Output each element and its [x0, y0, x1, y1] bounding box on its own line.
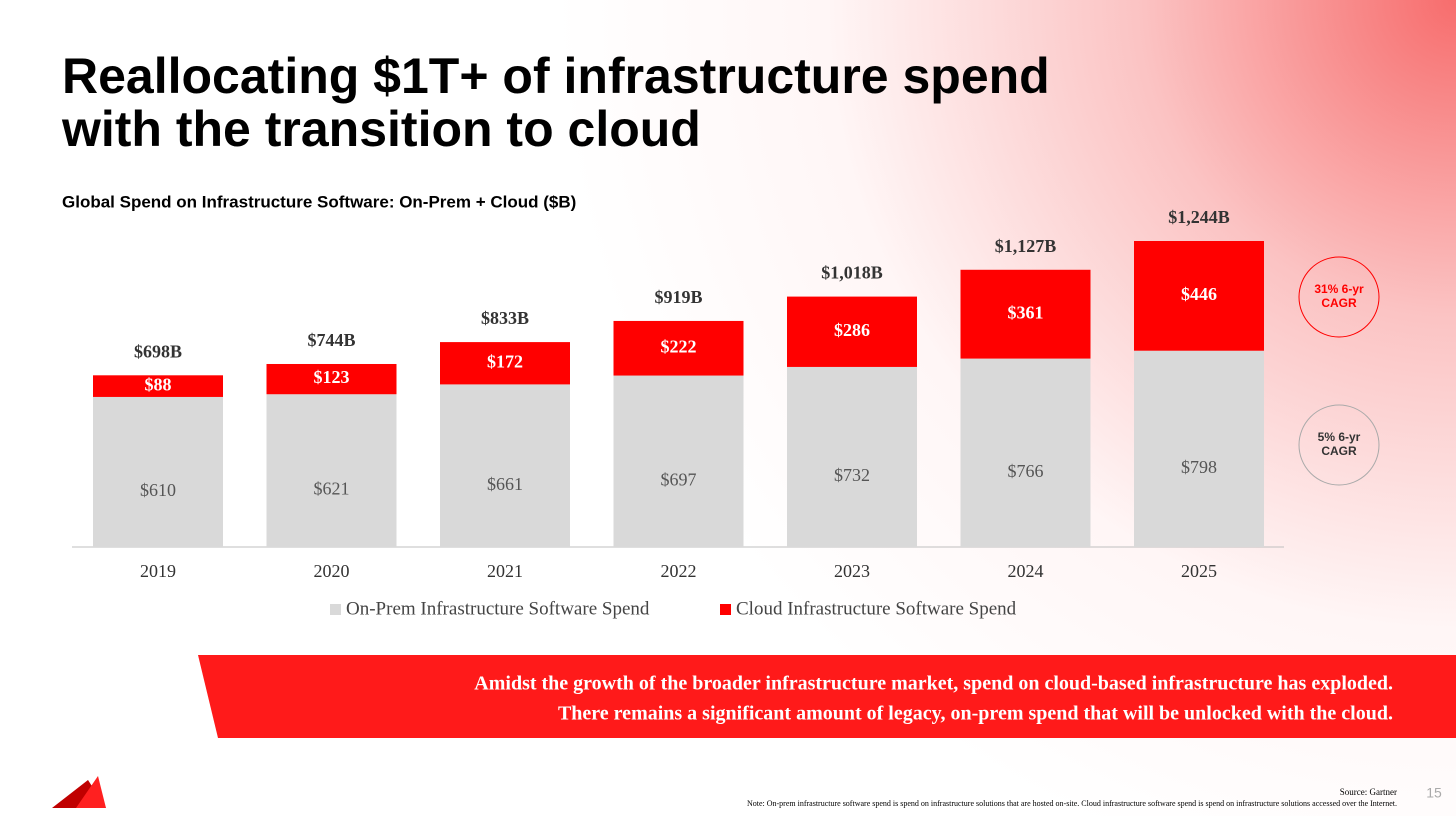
value-label: $172 — [487, 351, 523, 371]
x-tick-label: 2025 — [1181, 561, 1217, 581]
title-line: with the transition to cloud — [61, 101, 701, 157]
value-label: $446 — [1181, 284, 1217, 304]
total-label: $1,018B — [821, 263, 883, 283]
bar-segment — [1134, 350, 1264, 547]
value-label: $610 — [140, 480, 176, 500]
bar-segment — [266, 394, 397, 547]
title-line: Reallocating $1T+ of infrastructure spen… — [62, 48, 1050, 104]
bar-segment — [440, 384, 570, 547]
cagr-text: CAGR — [1321, 296, 1357, 310]
bar-segment — [613, 375, 744, 547]
bar-segment — [93, 375, 223, 397]
callout-line: There remains a significant amount of le… — [558, 703, 1393, 725]
value-label: $123 — [314, 367, 350, 387]
source: Source: Gartner — [1340, 787, 1397, 797]
callout-band — [198, 655, 1456, 738]
bar-segment — [440, 342, 570, 385]
x-tick-label: 2023 — [834, 561, 870, 581]
subtitle: Global Spend on Infrastructure Software:… — [62, 192, 576, 211]
value-label: $621 — [314, 479, 350, 499]
logo — [76, 776, 106, 808]
value-label: $361 — [1008, 302, 1044, 322]
total-label: $744B — [307, 330, 355, 350]
callout-line: Amidst the growth of the broader infrast… — [474, 673, 1393, 695]
total-label: $1,244B — [1168, 207, 1230, 227]
bar-segment — [266, 363, 397, 395]
legend-label: Cloud Infrastructure Software Spend — [736, 598, 1017, 619]
value-label: $88 — [145, 374, 172, 394]
note: Note: On-prem infrastructure software sp… — [747, 799, 1397, 808]
total-label: $1,127B — [995, 236, 1057, 256]
bar-segment — [93, 396, 223, 547]
value-label: $798 — [1181, 457, 1217, 477]
cagr-text: 31% 6-yr — [1314, 282, 1364, 296]
legend-swatch — [330, 604, 341, 615]
total-label: $833B — [481, 308, 529, 328]
bar-segment — [1134, 241, 1264, 351]
bar-segment — [613, 320, 744, 376]
total-label: $919B — [654, 287, 702, 307]
x-tick-label: 2022 — [661, 561, 697, 581]
bar-segment — [787, 296, 917, 367]
cagr-text: 5% 6-yr — [1318, 430, 1361, 444]
bar-segment — [787, 366, 917, 547]
legend-swatch — [720, 604, 731, 615]
x-tick-label: 2024 — [1008, 561, 1044, 581]
legend-label: On-Prem Infrastructure Software Spend — [346, 598, 650, 619]
value-label: $732 — [834, 465, 870, 485]
bar-segment — [960, 269, 1091, 359]
value-label: $222 — [661, 336, 697, 356]
value-label: $697 — [661, 469, 697, 489]
cagr-circle — [1298, 404, 1380, 486]
cagr-text: CAGR — [1321, 444, 1357, 458]
x-tick-label: 2021 — [487, 561, 523, 581]
total-label: $698B — [134, 341, 182, 361]
value-label: $286 — [834, 320, 870, 340]
bar-segment — [960, 358, 1091, 547]
page-number: 15 — [1426, 785, 1442, 801]
cagr-circle — [1298, 256, 1380, 338]
value-label: $661 — [487, 474, 523, 494]
value-label: $766 — [1008, 461, 1044, 481]
x-tick-label: 2019 — [140, 561, 176, 581]
x-tick-label: 2020 — [314, 561, 350, 581]
